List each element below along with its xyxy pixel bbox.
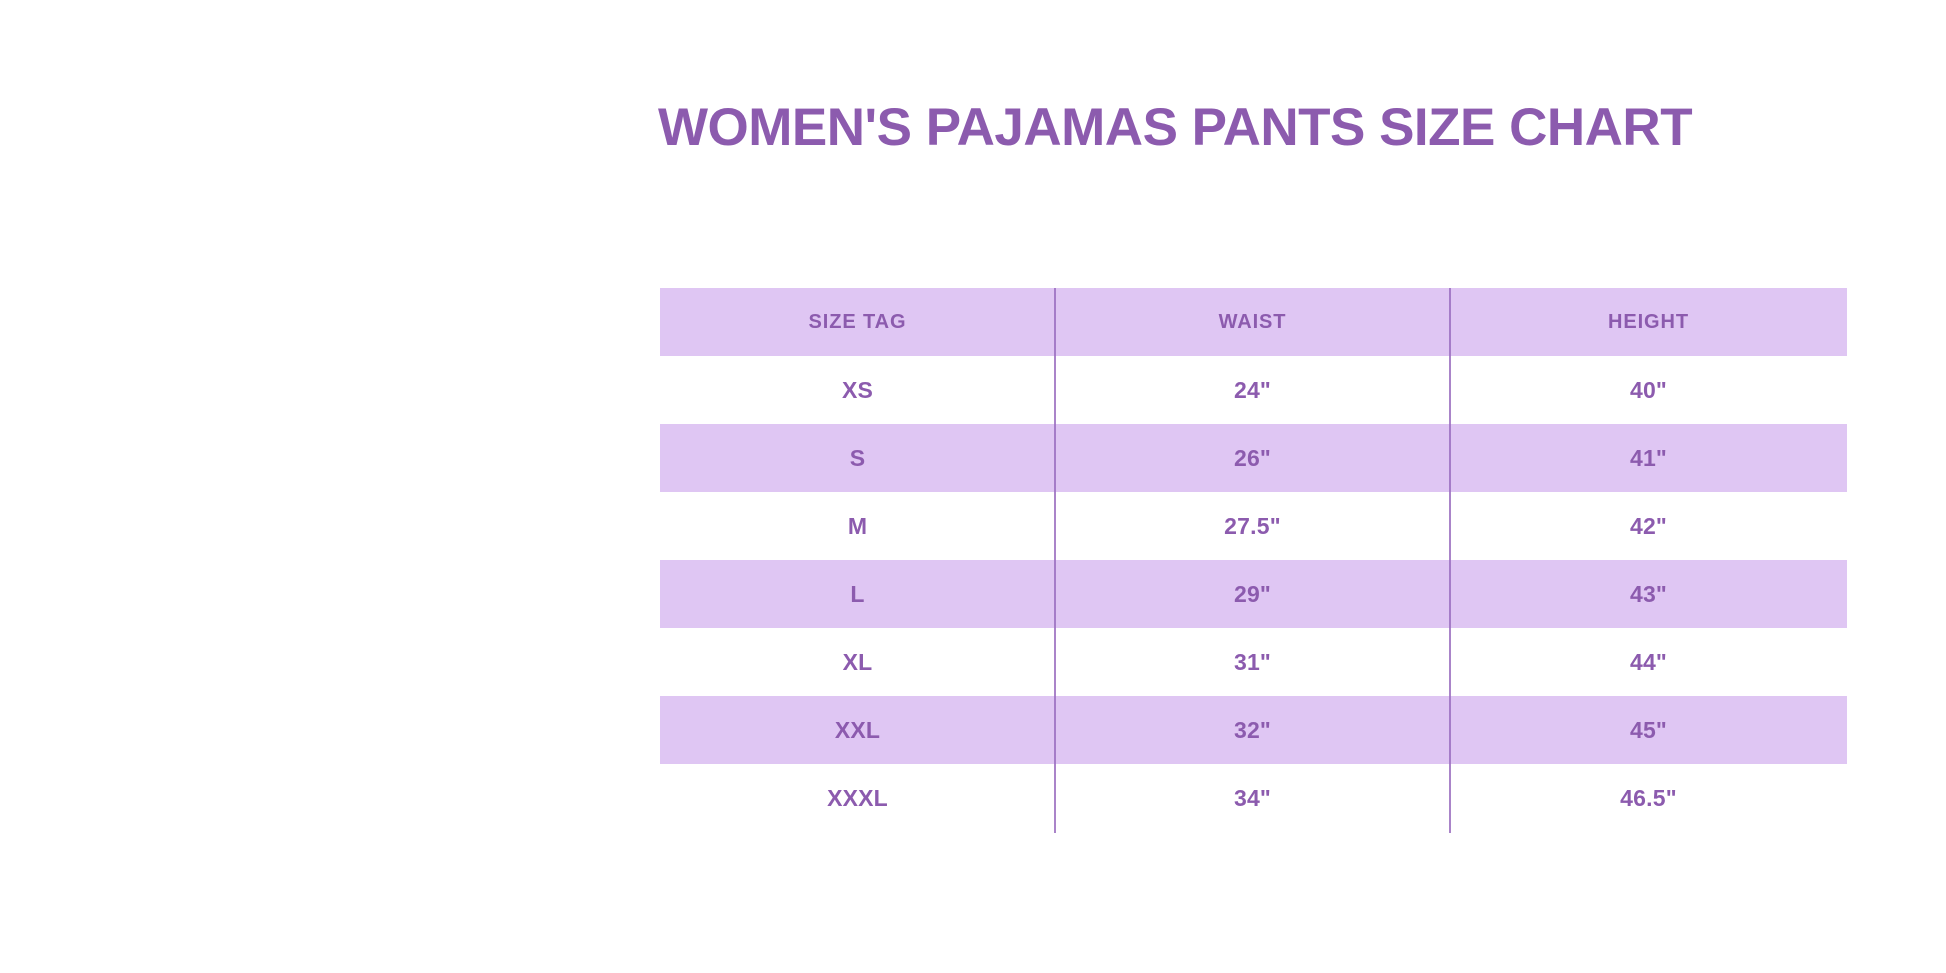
column-header-waist: WAIST: [1055, 288, 1450, 356]
table-row: XS 24" 40": [660, 356, 1847, 424]
cell-size-tag: L: [660, 560, 1055, 628]
cell-size-tag: XL: [660, 628, 1055, 696]
cell-height: 44": [1450, 628, 1847, 696]
table-row: XXL 32" 45": [660, 696, 1847, 764]
column-header-height: HEIGHT: [1450, 288, 1847, 356]
table-row: XXXL 34" 46.5": [660, 764, 1847, 832]
cell-height: 43": [1450, 560, 1847, 628]
cell-height: 42": [1450, 492, 1847, 560]
cell-waist: 26": [1055, 424, 1450, 492]
cell-size-tag: XS: [660, 356, 1055, 424]
page-title: WOMEN'S PAJAMAS PANTS SIZE CHART: [658, 98, 1693, 157]
cell-size-tag: S: [660, 424, 1055, 492]
cell-height: 46.5": [1450, 764, 1847, 832]
size-chart-table-wrapper: SIZE TAG WAIST HEIGHT XS 24" 40" S 26" 4…: [660, 288, 1847, 833]
table-header-row: SIZE TAG WAIST HEIGHT: [660, 288, 1847, 356]
table-row: XL 31" 44": [660, 628, 1847, 696]
column-header-size-tag: SIZE TAG: [660, 288, 1055, 356]
cell-waist: 27.5": [1055, 492, 1450, 560]
table-body: XS 24" 40" S 26" 41" M 27.5" 42" L 29": [660, 356, 1847, 832]
cell-size-tag: XXL: [660, 696, 1055, 764]
cell-size-tag: M: [660, 492, 1055, 560]
table-row: L 29" 43": [660, 560, 1847, 628]
cell-size-tag: XXXL: [660, 764, 1055, 832]
cell-waist: 32": [1055, 696, 1450, 764]
table-header: SIZE TAG WAIST HEIGHT: [660, 288, 1847, 356]
size-chart-table: SIZE TAG WAIST HEIGHT XS 24" 40" S 26" 4…: [660, 288, 1847, 832]
cell-waist: 31": [1055, 628, 1450, 696]
cell-height: 40": [1450, 356, 1847, 424]
table-row: M 27.5" 42": [660, 492, 1847, 560]
cell-height: 41": [1450, 424, 1847, 492]
cell-height: 45": [1450, 696, 1847, 764]
cell-waist: 24": [1055, 356, 1450, 424]
cell-waist: 29": [1055, 560, 1450, 628]
cell-waist: 34": [1055, 764, 1450, 832]
table-row: S 26" 41": [660, 424, 1847, 492]
